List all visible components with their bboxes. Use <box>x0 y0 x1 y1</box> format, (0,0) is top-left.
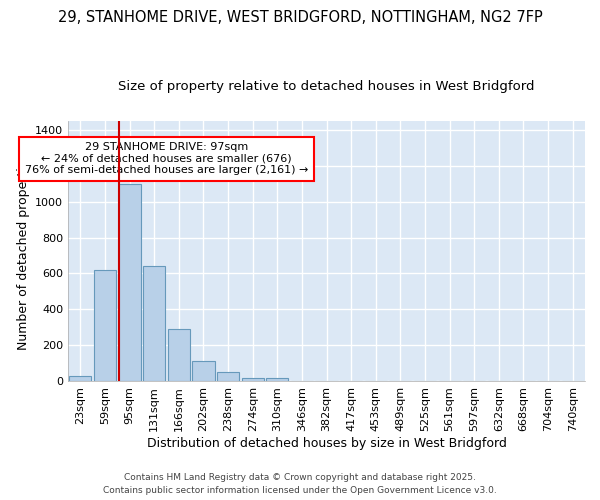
Text: 29, STANHOME DRIVE, WEST BRIDGFORD, NOTTINGHAM, NG2 7FP: 29, STANHOME DRIVE, WEST BRIDGFORD, NOTT… <box>58 10 542 25</box>
Bar <box>70 376 91 382</box>
Bar <box>168 330 190 382</box>
Bar <box>94 270 116 382</box>
Bar <box>193 361 215 382</box>
Text: 29 STANHOME DRIVE: 97sqm
← 24% of detached houses are smaller (676)
76% of semi-: 29 STANHOME DRIVE: 97sqm ← 24% of detach… <box>25 142 308 176</box>
Bar <box>143 266 166 382</box>
Bar <box>217 372 239 382</box>
Title: Size of property relative to detached houses in West Bridgford: Size of property relative to detached ho… <box>118 80 535 93</box>
Text: Contains HM Land Registry data © Crown copyright and database right 2025.
Contai: Contains HM Land Registry data © Crown c… <box>103 474 497 495</box>
Y-axis label: Number of detached properties: Number of detached properties <box>17 152 29 350</box>
Bar <box>119 184 141 382</box>
X-axis label: Distribution of detached houses by size in West Bridgford: Distribution of detached houses by size … <box>146 437 506 450</box>
Bar <box>266 378 289 382</box>
Bar <box>242 378 264 382</box>
